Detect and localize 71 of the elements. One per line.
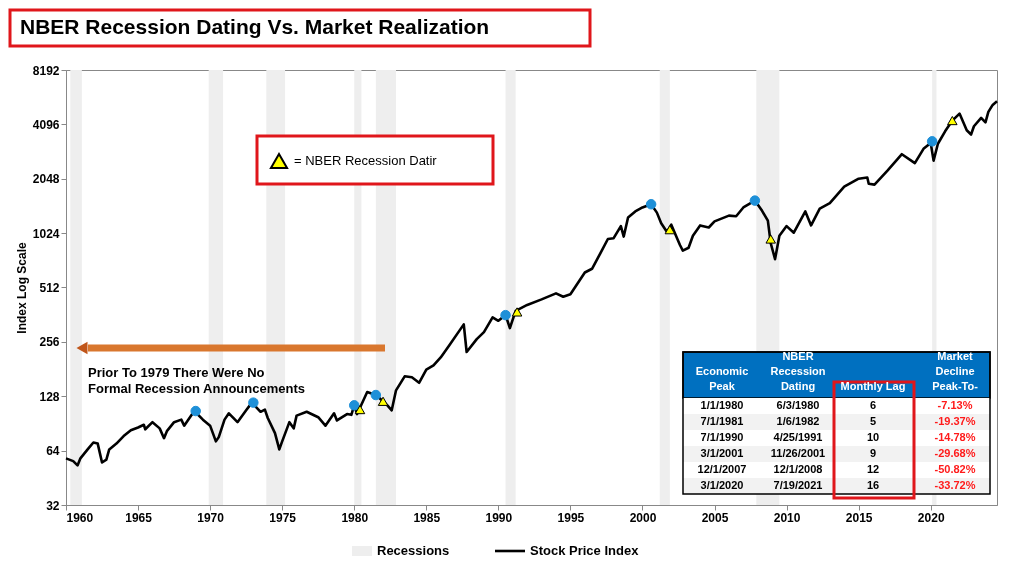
annotation: 5 — [869, 415, 877, 427]
annotation: -14.78% — [934, 431, 976, 443]
y-tick-label: 512 — [39, 281, 60, 295]
x-tick-label: 1975 — [269, 510, 297, 525]
y-tick-label: 256 — [39, 335, 60, 350]
point — [765, 234, 776, 244]
annotation: -29.68% — [934, 447, 976, 459]
point — [645, 199, 657, 210]
annotation: 7/1/1981 — [700, 415, 744, 427]
legend-label: Stock Price Index — [530, 543, 640, 558]
annotation: 16 — [866, 479, 880, 491]
point — [348, 400, 360, 411]
point — [190, 405, 201, 417]
annotation: 7/1/1990 — [700, 431, 744, 443]
y-tick-label: 64 — [46, 444, 60, 459]
annotation: 9 — [869, 447, 877, 459]
annotation: 12/1/2007 — [697, 463, 747, 475]
point — [377, 396, 389, 406]
point — [664, 225, 676, 235]
point — [749, 195, 761, 206]
annotation: -19.37% — [934, 415, 976, 427]
annotation: -33.72% — [934, 479, 976, 491]
x-tick-label: 1970 — [197, 510, 225, 525]
x-tick-label: 2015 — [845, 510, 873, 525]
annotation: 12/1/2008 — [773, 463, 823, 475]
x-tick-label: 1960 — [66, 510, 94, 525]
annotation: Economic Peak — [695, 365, 749, 392]
x-tick-label: 1995 — [557, 510, 585, 525]
point — [947, 115, 958, 126]
chart-title: NBER Recession Dating Vs. Market Realization — [20, 15, 490, 38]
x-tick-label: 2005 — [701, 510, 729, 525]
annotation: 12 — [866, 463, 880, 475]
annotation: 11/26/2001 — [770, 447, 826, 459]
annotation: Prior To 1979 There Were No Formal Recession Announcements — [88, 365, 305, 396]
annotation: NBER Recession Dating — [770, 350, 826, 392]
annotation: 1/6/1982 — [776, 415, 820, 427]
annotation: Monthly Lag — [840, 380, 906, 392]
y-tick-label: 128 — [39, 389, 60, 404]
annotation: 7/19/2021 — [773, 479, 823, 491]
annotation: 1/1/1980 — [700, 399, 744, 411]
y-tick-label: 32 — [46, 498, 60, 513]
point — [926, 136, 938, 147]
point — [354, 404, 366, 415]
point — [511, 307, 523, 317]
x-tick-label: 2000 — [629, 510, 657, 525]
annotation: 10 — [866, 431, 880, 443]
annotation: 3/1/2020 — [700, 479, 744, 491]
legend-label: Recessions — [377, 543, 450, 558]
annotation: Market Decline Peak-To- — [932, 350, 979, 392]
annotation: -50.82% — [934, 463, 976, 475]
x-tick-label: 1965 — [125, 510, 153, 525]
annotation: 6 — [869, 399, 877, 411]
annotation: 6/3/1980 — [776, 399, 820, 411]
x-tick-label: 1980 — [341, 510, 369, 525]
x-tick-label: 2020 — [917, 510, 945, 525]
annotation: 3/1/2001 — [700, 447, 744, 459]
x-tick-label: 1990 — [485, 510, 513, 525]
y-tick-label: 8192 — [32, 63, 60, 78]
line-series — [64, 99, 999, 467]
y-tick-label: 1024 — [32, 226, 60, 241]
point — [370, 389, 382, 401]
y-tick-label: 2048 — [32, 172, 60, 187]
y-tick-label: 4096 — [32, 117, 60, 132]
x-tick-label: 2010 — [773, 510, 801, 525]
annotation: 4/25/1991 — [773, 431, 823, 443]
x-tick-label: 1985 — [413, 510, 441, 525]
legend-label: = NBER Recession Datir — [294, 153, 438, 168]
y-axis-title: Index Log Scale — [14, 241, 29, 334]
point — [248, 397, 259, 408]
annotation: -7.13% — [937, 399, 973, 411]
point — [500, 309, 511, 321]
